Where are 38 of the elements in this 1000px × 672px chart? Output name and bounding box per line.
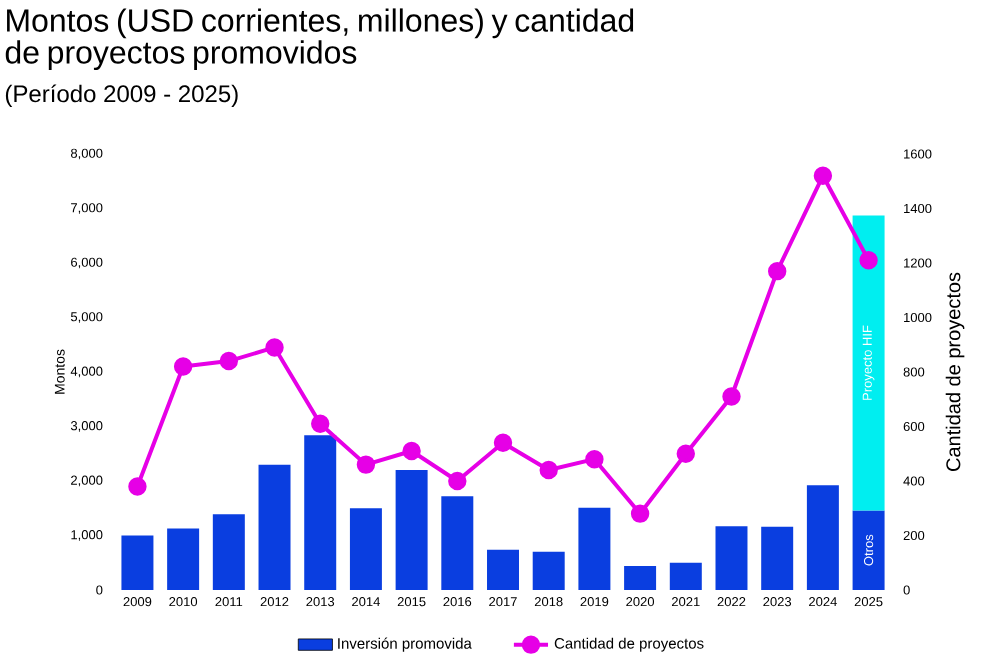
point bbox=[265, 338, 284, 357]
bar bbox=[304, 435, 337, 590]
bar bbox=[715, 526, 748, 590]
point bbox=[356, 455, 376, 474]
point bbox=[813, 166, 833, 185]
chart-subtitle: (Período 2009 - 2025) bbox=[5, 84, 238, 108]
point bbox=[676, 444, 695, 463]
bar bbox=[258, 464, 291, 590]
bar bbox=[852, 215, 885, 511]
point bbox=[311, 414, 330, 433]
bar bbox=[532, 551, 565, 590]
point bbox=[128, 477, 147, 496]
point bbox=[173, 357, 193, 376]
point bbox=[219, 351, 239, 371]
bar bbox=[852, 510, 885, 590]
point bbox=[448, 471, 467, 491]
point bbox=[722, 387, 741, 406]
bar bbox=[212, 514, 245, 590]
bar bbox=[395, 470, 428, 590]
bar bbox=[669, 562, 702, 590]
bar bbox=[121, 535, 154, 590]
bar bbox=[806, 485, 839, 590]
point bbox=[539, 460, 558, 480]
point bbox=[767, 261, 787, 281]
bar bbox=[624, 565, 657, 590]
bar bbox=[578, 507, 611, 590]
point bbox=[859, 251, 878, 270]
chart-title: Montos (USD corrientes, millones) y cantidad de proyectos promovidos bbox=[5, 8, 634, 71]
point bbox=[493, 433, 513, 453]
point bbox=[402, 441, 421, 461]
y2-axis-title: Cantidad de proyectos bbox=[945, 272, 965, 472]
bar bbox=[761, 526, 794, 590]
point bbox=[585, 449, 604, 469]
point bbox=[630, 504, 650, 523]
bar bbox=[441, 496, 474, 590]
bar bbox=[167, 528, 200, 590]
bar bbox=[349, 508, 382, 590]
bar bbox=[487, 549, 519, 590]
